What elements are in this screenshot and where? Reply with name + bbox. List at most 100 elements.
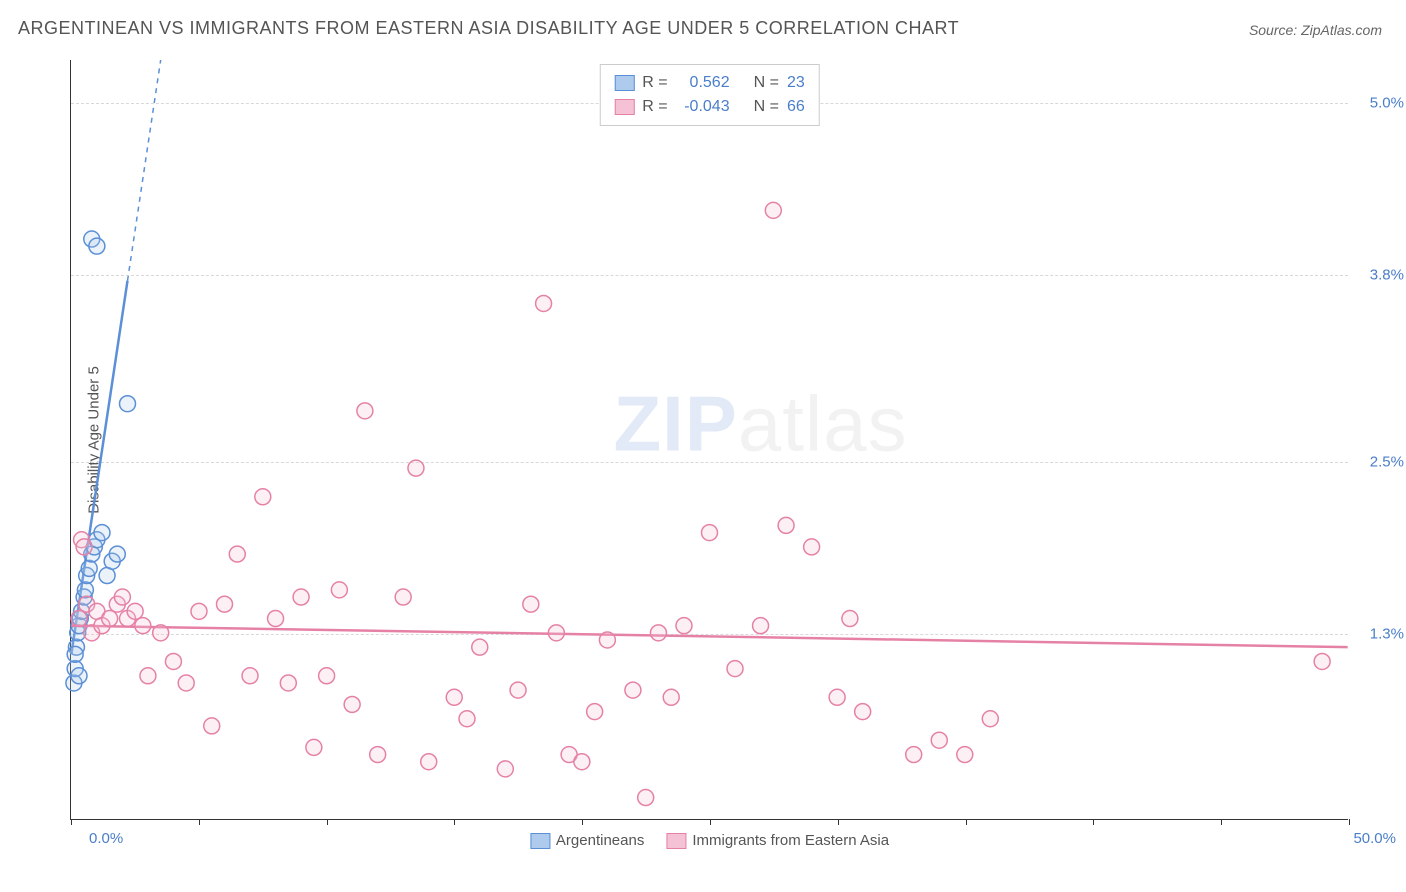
legend-label-1: Argentineans bbox=[556, 832, 644, 849]
data-point bbox=[536, 295, 552, 311]
data-point bbox=[178, 675, 194, 691]
data-point bbox=[268, 611, 284, 627]
data-point bbox=[135, 618, 151, 634]
data-point bbox=[727, 661, 743, 677]
data-point bbox=[344, 696, 360, 712]
legend-swatch-pink bbox=[614, 99, 634, 115]
data-point bbox=[523, 596, 539, 612]
data-point bbox=[114, 589, 130, 605]
data-point bbox=[625, 682, 641, 698]
chart-container: Disability Age Under 5 ZIPatlas R = 0.56… bbox=[48, 60, 1368, 820]
x-tick bbox=[1221, 819, 1222, 825]
data-point bbox=[67, 646, 83, 662]
y-tick-label: 3.8% bbox=[1370, 267, 1404, 284]
data-point bbox=[906, 747, 922, 763]
data-point bbox=[778, 517, 794, 533]
legend-swatch-pink bbox=[666, 833, 686, 849]
data-point bbox=[446, 689, 462, 705]
series-legend: Argentineans Immigrants from Eastern Asi… bbox=[530, 832, 889, 849]
x-tick bbox=[1093, 819, 1094, 825]
r-label: R = bbox=[642, 95, 667, 119]
data-point bbox=[459, 711, 475, 727]
data-point bbox=[255, 489, 271, 505]
data-point bbox=[510, 682, 526, 698]
data-point bbox=[395, 589, 411, 605]
data-point bbox=[548, 625, 564, 641]
n-label: N = bbox=[754, 95, 779, 119]
data-point bbox=[663, 689, 679, 705]
x-tick bbox=[71, 819, 72, 825]
x-tick bbox=[1349, 819, 1350, 825]
x-tick bbox=[710, 819, 711, 825]
scatter-svg bbox=[71, 60, 1348, 819]
data-point bbox=[574, 754, 590, 770]
data-point bbox=[753, 618, 769, 634]
data-point bbox=[421, 754, 437, 770]
r-label: R = bbox=[642, 71, 667, 95]
data-point bbox=[1314, 653, 1330, 669]
legend-row-series2: R = -0.043 N = 66 bbox=[614, 95, 804, 119]
r-value-1: 0.562 bbox=[676, 71, 730, 95]
data-point bbox=[229, 546, 245, 562]
data-point bbox=[676, 618, 692, 634]
data-point bbox=[829, 689, 845, 705]
y-tick-label: 1.3% bbox=[1370, 625, 1404, 642]
legend-row-series1: R = 0.562 N = 23 bbox=[614, 71, 804, 95]
data-point bbox=[109, 546, 125, 562]
data-point bbox=[81, 560, 97, 576]
plot-area: ZIPatlas R = 0.562 N = 23 R = -0.043 N =… bbox=[70, 60, 1348, 820]
r-value-2: -0.043 bbox=[676, 95, 730, 119]
data-point bbox=[931, 732, 947, 748]
chart-title: ARGENTINEAN VS IMMIGRANTS FROM EASTERN A… bbox=[18, 18, 959, 39]
data-point bbox=[472, 639, 488, 655]
data-point bbox=[204, 718, 220, 734]
data-point bbox=[280, 675, 296, 691]
n-value-1: 23 bbox=[787, 71, 805, 95]
data-point bbox=[855, 704, 871, 720]
data-point bbox=[408, 460, 424, 476]
x-tick bbox=[454, 819, 455, 825]
data-point bbox=[127, 603, 143, 619]
data-point bbox=[702, 525, 718, 541]
data-point bbox=[306, 739, 322, 755]
data-point bbox=[165, 653, 181, 669]
y-tick-label: 2.5% bbox=[1370, 453, 1404, 470]
data-point bbox=[982, 711, 998, 727]
data-point bbox=[102, 611, 118, 627]
data-point bbox=[842, 611, 858, 627]
data-point bbox=[140, 668, 156, 684]
data-point bbox=[153, 625, 169, 641]
data-point bbox=[370, 747, 386, 763]
x-tick bbox=[199, 819, 200, 825]
data-point bbox=[957, 747, 973, 763]
legend-swatch-blue bbox=[614, 75, 634, 91]
data-point bbox=[217, 596, 233, 612]
data-point bbox=[331, 582, 347, 598]
correlation-legend: R = 0.562 N = 23 R = -0.043 N = 66 bbox=[599, 64, 819, 126]
legend-item-eastern-asia: Immigrants from Eastern Asia bbox=[666, 832, 889, 849]
data-point bbox=[99, 568, 115, 584]
data-point bbox=[357, 403, 373, 419]
data-point bbox=[71, 611, 87, 627]
data-point bbox=[71, 668, 87, 684]
data-point bbox=[293, 589, 309, 605]
data-point bbox=[650, 625, 666, 641]
data-point bbox=[319, 668, 335, 684]
n-value-2: 66 bbox=[787, 95, 805, 119]
data-point bbox=[76, 539, 92, 555]
legend-label-2: Immigrants from Eastern Asia bbox=[692, 832, 889, 849]
x-axis-max-label: 50.0% bbox=[1353, 830, 1396, 847]
data-point bbox=[120, 396, 136, 412]
x-tick bbox=[327, 819, 328, 825]
data-point bbox=[765, 202, 781, 218]
data-point bbox=[191, 603, 207, 619]
data-point bbox=[94, 525, 110, 541]
x-tick bbox=[582, 819, 583, 825]
data-point bbox=[242, 668, 258, 684]
data-point bbox=[497, 761, 513, 777]
x-axis-min-label: 0.0% bbox=[89, 830, 123, 847]
n-label: N = bbox=[754, 71, 779, 95]
data-point bbox=[804, 539, 820, 555]
data-point bbox=[599, 632, 615, 648]
data-point bbox=[89, 238, 105, 254]
